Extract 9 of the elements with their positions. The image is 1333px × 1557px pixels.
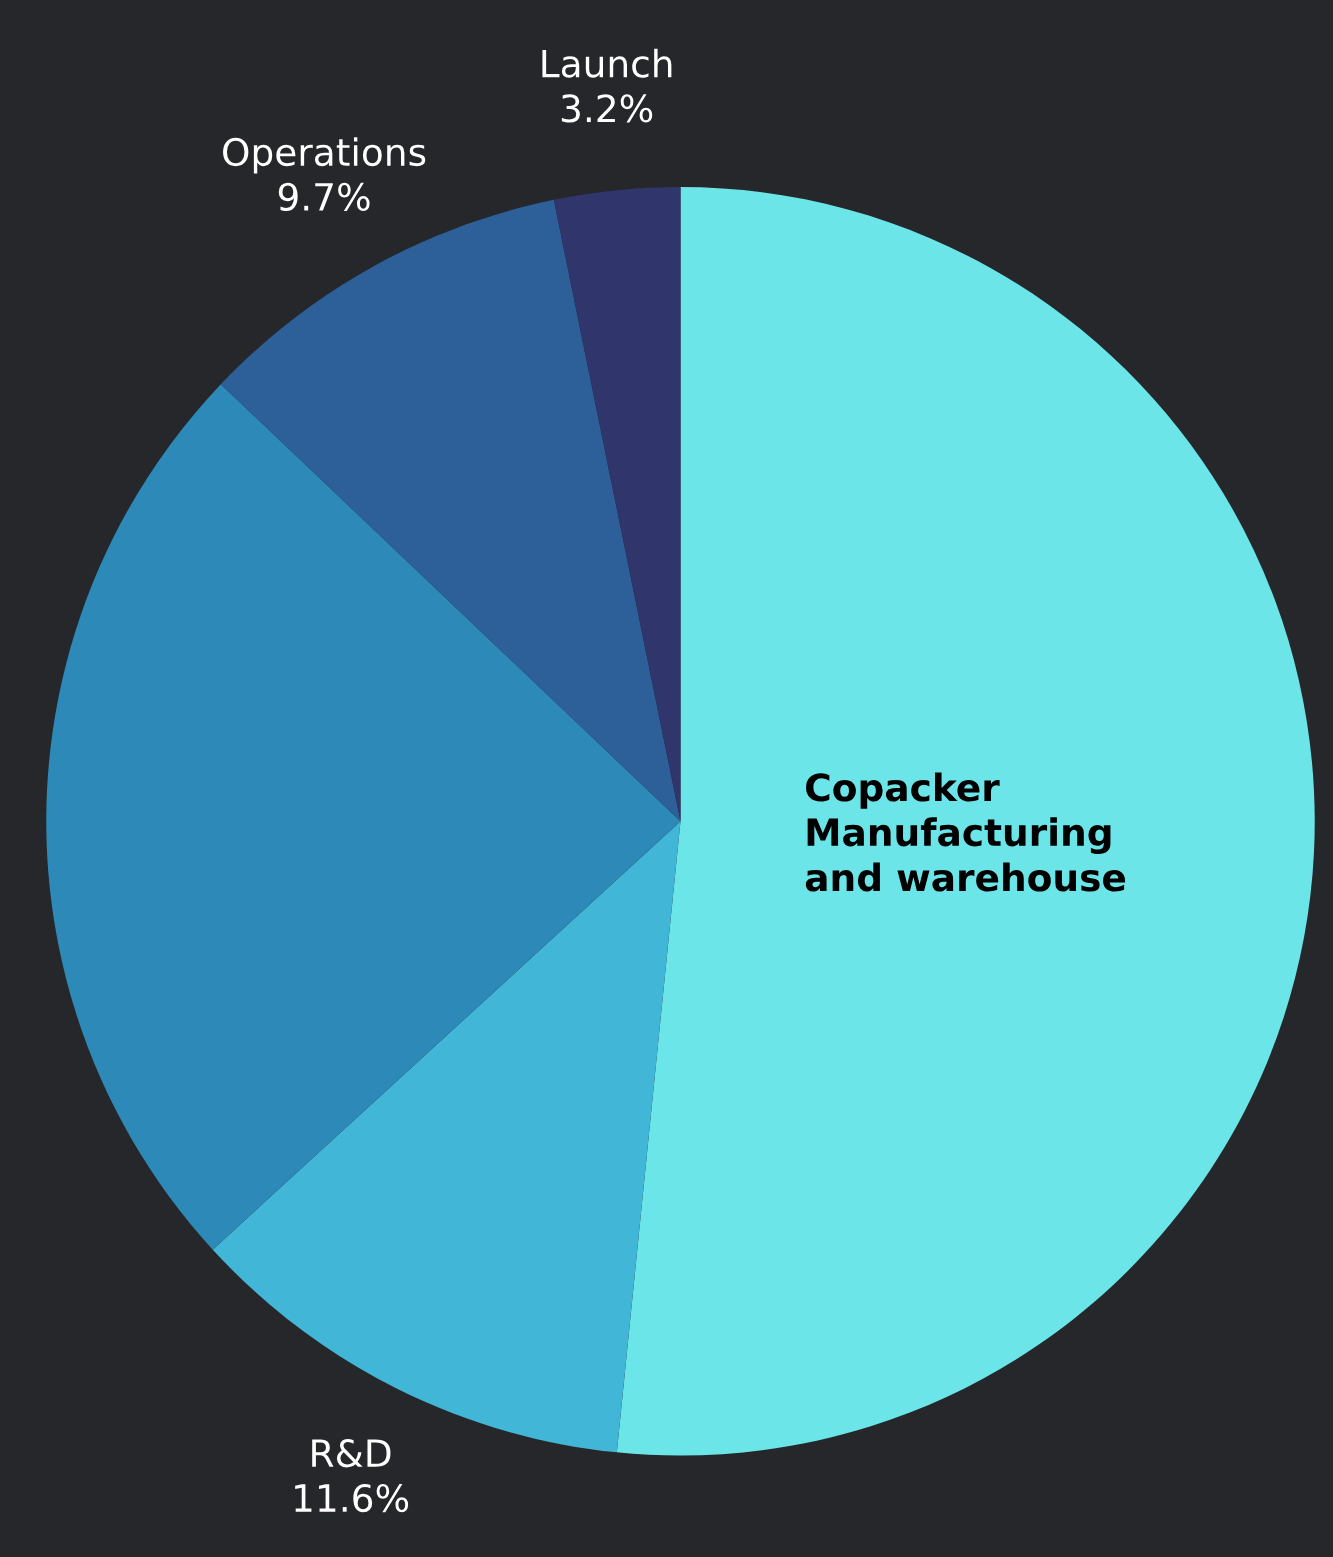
slice-label: Copacker Manufacturing and warehouse (805, 772, 1126, 892)
data-label: 11.6% (295, 1483, 409, 1513)
slice-label: R&D (312, 1439, 391, 1468)
slice-label: Launch (542, 48, 672, 78)
pie-slice (46, 384, 681, 1250)
data-label: 3.2% (561, 94, 653, 123)
pie-slice (616, 187, 1315, 1456)
data-label: 9.7% (278, 182, 370, 212)
slice-label: Operations (223, 137, 426, 174)
